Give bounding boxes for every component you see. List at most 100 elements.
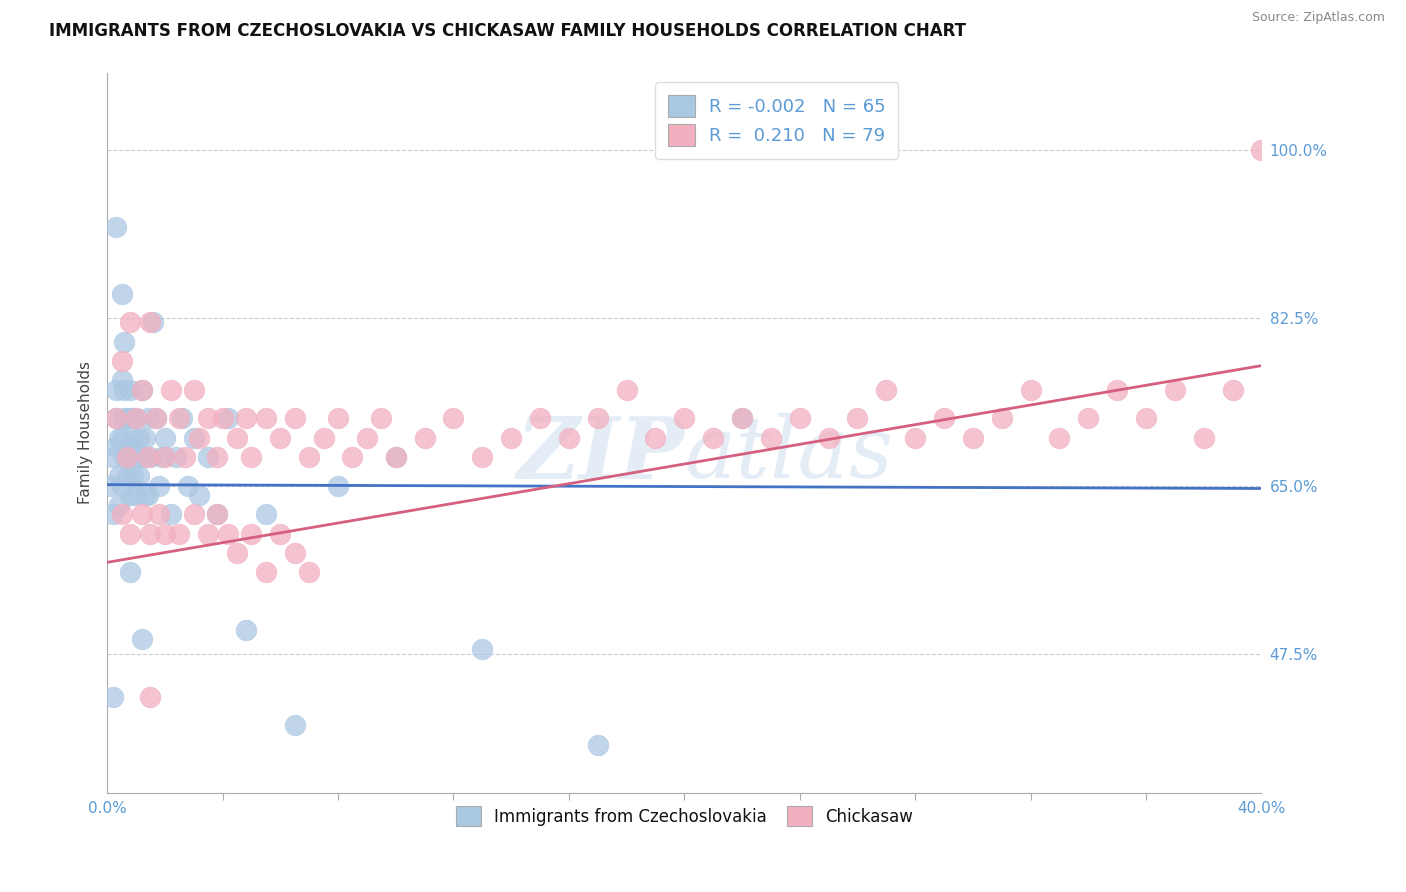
- Point: [197, 526, 219, 541]
- Point: [197, 450, 219, 464]
- Point: [120, 440, 142, 454]
- Point: [128, 469, 150, 483]
- Point: [153, 431, 176, 445]
- Point: [197, 411, 219, 425]
- Point: [284, 546, 307, 560]
- Point: [117, 450, 139, 464]
- Point: [131, 383, 153, 397]
- Point: [731, 411, 754, 425]
- Point: [471, 641, 494, 656]
- Point: [169, 526, 191, 541]
- Point: [120, 526, 142, 541]
- Point: [177, 478, 200, 492]
- Point: [153, 526, 176, 541]
- Point: [501, 431, 523, 445]
- Point: [148, 508, 170, 522]
- Point: [128, 431, 150, 445]
- Point: [205, 508, 228, 522]
- Point: [356, 431, 378, 445]
- Point: [172, 411, 194, 425]
- Point: [131, 632, 153, 647]
- Point: [183, 383, 205, 397]
- Point: [125, 450, 148, 464]
- Text: IMMIGRANTS FROM CZECHOSLOVAKIA VS CHICKASAW FAMILY HOUSEHOLDS CORRELATION CHART: IMMIGRANTS FROM CZECHOSLOVAKIA VS CHICKA…: [49, 22, 966, 40]
- Point: [122, 469, 145, 483]
- Point: [702, 431, 724, 445]
- Point: [904, 431, 927, 445]
- Point: [125, 411, 148, 425]
- Point: [731, 411, 754, 425]
- Point: [110, 373, 132, 387]
- Point: [117, 411, 139, 425]
- Point: [990, 411, 1012, 425]
- Point: [120, 411, 142, 425]
- Point: [284, 411, 307, 425]
- Text: atlas: atlas: [685, 413, 893, 496]
- Point: [114, 334, 136, 349]
- Point: [932, 411, 955, 425]
- Point: [101, 690, 124, 704]
- Point: [471, 450, 494, 464]
- Point: [1250, 143, 1272, 157]
- Point: [153, 450, 176, 464]
- Point: [298, 450, 321, 464]
- Point: [235, 623, 257, 637]
- Point: [117, 469, 139, 483]
- Point: [384, 450, 406, 464]
- Point: [114, 411, 136, 425]
- Point: [136, 450, 159, 464]
- Point: [145, 411, 167, 425]
- Point: [114, 383, 136, 397]
- Point: [205, 508, 228, 522]
- Point: [240, 526, 263, 541]
- Point: [846, 411, 869, 425]
- Point: [188, 488, 211, 502]
- Point: [165, 450, 187, 464]
- Point: [217, 526, 239, 541]
- Point: [101, 450, 124, 464]
- Point: [134, 431, 156, 445]
- Text: ZIP: ZIP: [516, 413, 685, 496]
- Point: [326, 411, 349, 425]
- Point: [529, 411, 551, 425]
- Point: [254, 565, 277, 579]
- Point: [120, 316, 142, 330]
- Point: [136, 488, 159, 502]
- Point: [789, 411, 811, 425]
- Point: [1077, 411, 1099, 425]
- Point: [183, 508, 205, 522]
- Point: [139, 450, 162, 464]
- Text: Source: ZipAtlas.com: Source: ZipAtlas.com: [1251, 11, 1385, 24]
- Point: [169, 411, 191, 425]
- Point: [120, 383, 142, 397]
- Point: [110, 286, 132, 301]
- Point: [284, 718, 307, 732]
- Point: [139, 526, 162, 541]
- Point: [125, 488, 148, 502]
- Point: [254, 411, 277, 425]
- Point: [104, 383, 127, 397]
- Point: [240, 450, 263, 464]
- Point: [134, 488, 156, 502]
- Point: [159, 383, 181, 397]
- Point: [110, 354, 132, 368]
- Point: [122, 431, 145, 445]
- Point: [183, 431, 205, 445]
- Point: [413, 431, 436, 445]
- Point: [142, 316, 165, 330]
- Point: [875, 383, 897, 397]
- Point: [107, 469, 129, 483]
- Point: [384, 450, 406, 464]
- Point: [101, 508, 124, 522]
- Point: [269, 526, 291, 541]
- Point: [110, 478, 132, 492]
- Point: [673, 411, 696, 425]
- Point: [226, 431, 249, 445]
- Y-axis label: Family Households: Family Households: [79, 361, 93, 504]
- Point: [107, 431, 129, 445]
- Point: [114, 450, 136, 464]
- Point: [188, 431, 211, 445]
- Point: [131, 383, 153, 397]
- Point: [120, 565, 142, 579]
- Point: [104, 411, 127, 425]
